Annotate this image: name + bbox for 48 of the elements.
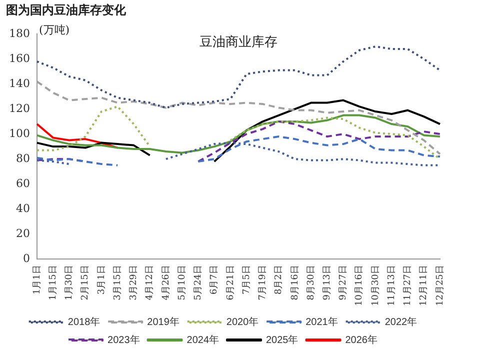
y-tick-label: 140 [8,76,30,90]
y-tick-label: 80 [16,152,30,165]
x-tick-label: 8月2日 [274,265,284,295]
y-tick-label: 60 [16,176,30,190]
legend-label: 2018年 [68,316,100,328]
x-tick-label: 10月16日 [354,265,365,306]
legend-label: 2020年 [226,316,259,328]
x-tick-label: 11月13日 [386,265,397,306]
x-tick-label: 12月11日 [419,265,430,306]
legend-label: 2026年 [345,334,378,346]
y-tick-label: 40 [16,202,30,215]
x-tick-label: 6月21日 [226,265,236,300]
y-tick-label: 20 [16,226,30,240]
legend-label: 2019年 [147,316,180,328]
legend-label: 2022年 [384,316,418,328]
legend-label: 2024年 [186,334,220,346]
x-tick-label: 1月1日 [32,265,42,295]
x-tick-label: 7月19日 [258,265,268,300]
y-tick-label: 0 [22,252,30,265]
x-tick-label: 3月29日 [129,265,140,300]
legend-label: 2021年 [306,316,338,328]
x-tick-label: 1月30日 [64,265,75,300]
y-axis-title: (万吨) [38,23,70,36]
x-tick-label: 11月27日 [403,265,414,306]
x-tick-label: 9月27日 [338,265,349,300]
x-tick-label: 9月13日 [322,265,333,300]
x-tick-label: 5月24日 [194,265,204,300]
x-tick-label: 3月15日 [112,265,123,300]
legend-label: 2025年 [266,334,298,346]
x-tick-label: 5月10日 [177,265,188,300]
x-tick-label: 7月5日 [242,265,252,295]
y-tick-label: 120 [8,102,30,115]
x-tick-label: 6月7日 [210,265,220,295]
legend-label: 2023年 [108,334,140,346]
x-tick-label: 2月15日 [80,265,91,300]
x-tick-label: 1月15日 [48,265,58,300]
x-tick-label: 8月16日 [290,265,300,300]
y-tick-label: 160 [8,52,30,65]
chart-title: 图为国内豆油库存变化 [6,2,126,19]
x-tick-label: 8月30日 [306,265,316,300]
x-tick-label: 4月26日 [161,265,172,300]
chart-subtitle: 豆油商业库存 [200,34,278,50]
x-tick-label: 10月30日 [370,265,381,306]
y-tick-label: 100 [8,126,30,140]
x-tick-label: 3月1日 [96,265,107,295]
x-tick-label: 4月12日 [145,265,156,300]
y-tick-label: 180 [8,26,30,40]
x-tick-label: 12月25日 [435,265,446,306]
